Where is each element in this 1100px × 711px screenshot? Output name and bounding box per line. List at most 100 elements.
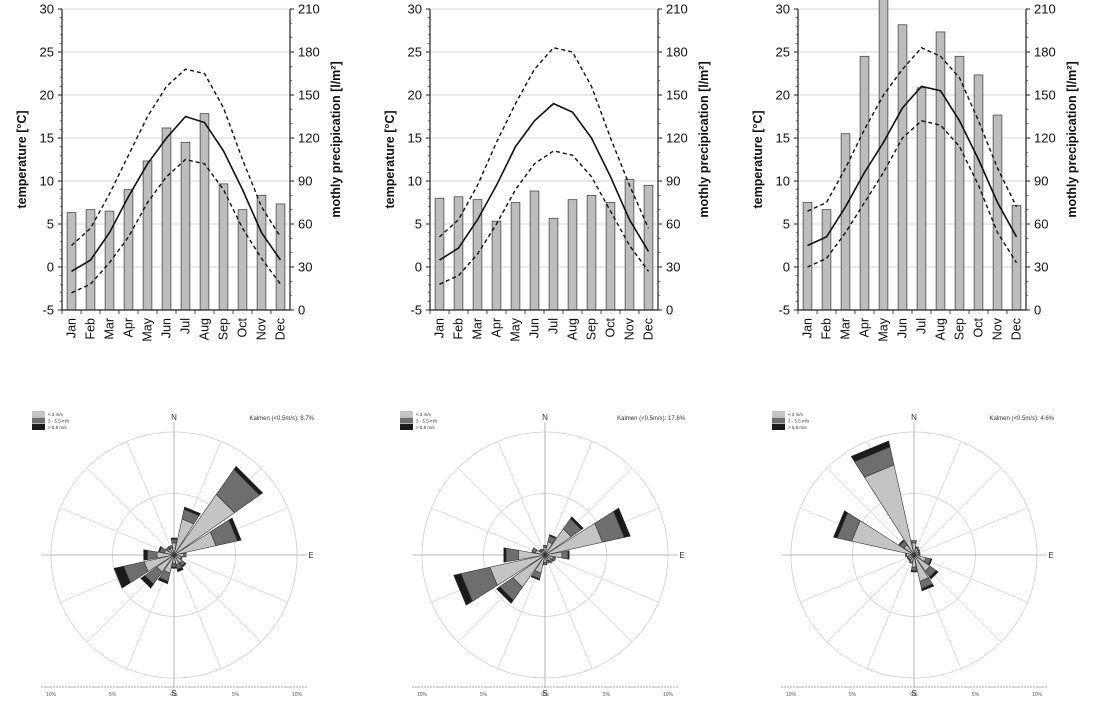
left-tick-label: 5 <box>47 217 54 232</box>
month-label: Aug <box>566 318 580 340</box>
wind-sector <box>496 586 514 604</box>
precipitation-bar <box>180 141 191 311</box>
wind-sector <box>170 539 178 544</box>
right-tick-label: 30 <box>298 260 312 275</box>
compass-e: E <box>1048 551 1053 560</box>
grid-ray <box>173 554 222 669</box>
wind-sector <box>561 550 569 560</box>
compass-s: S <box>911 689 916 698</box>
left-tick-label: 0 <box>47 260 54 275</box>
left-axis-title: temperature [°C] <box>15 110 29 208</box>
scale-tick-label: 5% <box>972 692 980 698</box>
temp-mean-line <box>439 102 650 261</box>
month-label: Dec <box>642 318 656 340</box>
scale-tick-label: 10% <box>46 692 57 698</box>
right-axis-title: mothly precipication [l/m²] <box>329 61 343 217</box>
compass-n: N <box>171 413 177 422</box>
legend-label: > 5.5 m/s <box>48 425 67 430</box>
wind-sector <box>911 540 917 544</box>
month-label: Jun <box>896 318 910 338</box>
legend-swatch <box>32 411 45 417</box>
wind-sector <box>906 555 910 560</box>
precipitation-bar <box>529 190 540 311</box>
legend-swatch <box>32 417 45 424</box>
wind-rose-3-svg: < 3 m/s 3 - 5.5 m/s> 5.5 m/s Kalmen (<0.5m… <box>772 411 1055 698</box>
climate-chart-1: -5 0 5 10 15 20 25 30 0 30 60 90 120 150 180 210 Jan Feb M… <box>0 0 367 370</box>
scale-tick-label: 0% <box>170 692 178 698</box>
wind-sector <box>545 559 551 564</box>
left-tick-label: 15 <box>408 131 422 146</box>
month-label: Sep <box>217 318 231 340</box>
left-axis-title: temperature [°C] <box>751 110 765 208</box>
left-tick-label: 25 <box>408 45 422 60</box>
grid-ray <box>126 441 175 556</box>
grid-ray <box>173 554 288 603</box>
wind-rose-3: < 3 m/s 3 - 5.5 m/s > 5.5 m/s Kalmen (<0.5m… <box>740 400 1100 706</box>
grid-ray <box>544 554 593 669</box>
left-tick-label: -5 <box>410 303 422 318</box>
month-label: Oct <box>972 317 986 337</box>
month-label: Dec <box>274 318 288 340</box>
wind-sector <box>228 517 242 542</box>
grid-ray <box>913 467 1002 556</box>
legend-swatch <box>772 424 785 430</box>
month-label: Jul <box>915 318 929 334</box>
grid-ray <box>431 507 546 556</box>
precipitation-bar <box>453 196 464 311</box>
left-tick-label: 30 <box>408 2 422 17</box>
month-label: Jul <box>547 318 561 334</box>
wind-sector <box>183 552 187 558</box>
precipitation-bar <box>161 127 172 311</box>
wind-sector <box>538 548 543 553</box>
wind-sector <box>157 545 162 553</box>
right-tick-label: 180 <box>298 45 320 60</box>
precipitation-bar <box>840 133 851 311</box>
temp-min-line <box>71 158 282 294</box>
left-tick-label: 10 <box>40 174 54 189</box>
month-label: Jul <box>179 318 193 334</box>
legend-swatch <box>400 417 413 424</box>
compass-s: S <box>542 689 547 698</box>
month-label: May <box>877 317 891 341</box>
scale-tick-label: 10% <box>786 692 797 698</box>
temp-max-line <box>71 68 282 247</box>
temp-mean-line <box>807 85 1018 247</box>
wind-sector <box>917 548 921 552</box>
climate-chart-2-svg: -5 0 5 10 15 20 25 30 0 30 60 90 120 150 180 210 Jan Feb M… <box>383 2 711 342</box>
legend-label: > 5.5 m/s <box>416 425 435 430</box>
precipitation-bar <box>142 160 153 311</box>
precipitation-bar <box>605 202 616 311</box>
precipitation-bar <box>66 212 77 311</box>
month-label: Feb <box>452 318 466 340</box>
wind-sector <box>850 440 891 462</box>
month-label: Jan <box>433 318 447 338</box>
right-tick-label: 150 <box>298 88 320 103</box>
left-tick-label: 20 <box>408 88 422 103</box>
wind-sector <box>917 551 921 555</box>
left-tick-label: 10 <box>408 174 422 189</box>
precipitation-bar <box>548 217 559 311</box>
calm-label: Kalmen (<0.5m/s): 4.6% <box>989 416 1054 422</box>
wind-sector <box>165 546 171 552</box>
legend-label: < 3 m/s <box>416 412 432 417</box>
temp-min-line <box>439 150 650 285</box>
legend-swatch <box>772 417 785 424</box>
wind-sector <box>908 560 913 564</box>
wind-sector <box>898 539 905 546</box>
grid-ray <box>866 554 915 669</box>
temp-max-line <box>807 46 1018 212</box>
right-tick-label: 120 <box>666 131 688 146</box>
legend-label: < 3 m/s <box>48 412 64 417</box>
wind-sector <box>928 558 933 566</box>
legend-swatch <box>772 411 785 417</box>
wind-rose-2: < 3 m/s 3 - 5.5 m/s > 5.5 m/s Kalmen (<0.5m… <box>368 400 730 706</box>
right-tick-label: 120 <box>1034 131 1056 146</box>
compass-s: S <box>171 689 176 698</box>
left-tick-label: 5 <box>783 217 790 232</box>
right-tick-label: 60 <box>666 217 680 232</box>
grid-ray <box>913 554 1028 603</box>
precipitation-bar <box>586 194 597 311</box>
compass-e: E <box>679 551 684 560</box>
wind-sector <box>541 548 545 552</box>
month-label: May <box>509 317 523 341</box>
